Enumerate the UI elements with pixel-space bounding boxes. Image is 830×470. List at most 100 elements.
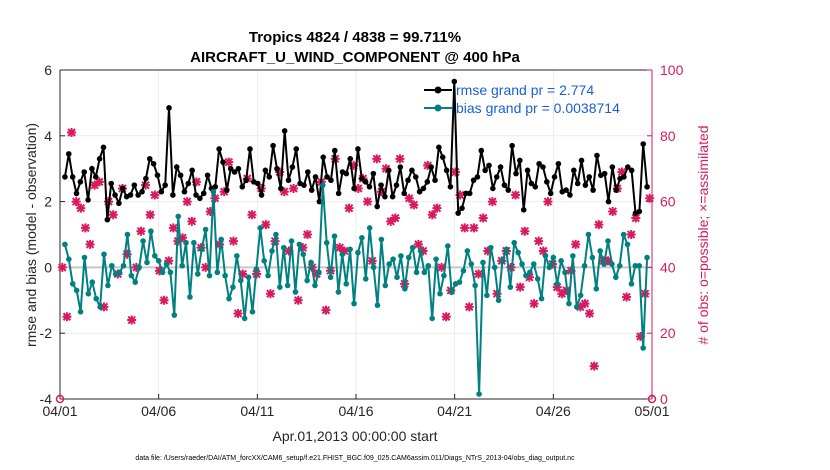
obs-count-marker bbox=[585, 308, 595, 318]
bias-point bbox=[85, 290, 92, 297]
rmse-point bbox=[181, 188, 188, 195]
bias-point bbox=[636, 262, 643, 269]
rmse-point bbox=[139, 188, 145, 195]
rmse-point bbox=[119, 185, 126, 192]
rmse-point bbox=[278, 185, 284, 192]
rmse-point bbox=[497, 164, 504, 170]
obs-count-marker bbox=[289, 183, 299, 193]
bias-point bbox=[425, 262, 432, 269]
obs-count-marker bbox=[635, 331, 645, 341]
rmse-point bbox=[416, 188, 423, 195]
obs-count-marker bbox=[349, 160, 359, 170]
bias-point bbox=[148, 228, 154, 235]
obs-count-marker bbox=[298, 243, 308, 253]
bias-point bbox=[351, 300, 357, 307]
rmse-point bbox=[312, 174, 319, 180]
rmse-point bbox=[412, 174, 419, 180]
rmse-point bbox=[409, 167, 415, 174]
bias-point bbox=[210, 188, 217, 195]
obs-count-marker bbox=[427, 210, 437, 220]
obs-count-marker bbox=[80, 223, 90, 233]
rmse-point bbox=[439, 154, 446, 160]
rmse-point bbox=[243, 177, 249, 184]
obs-count-marker bbox=[94, 177, 104, 187]
bias-point bbox=[183, 239, 189, 246]
rmse-point bbox=[428, 164, 434, 170]
bias-point bbox=[81, 254, 88, 261]
obs-count-marker bbox=[390, 213, 400, 223]
rmse-point bbox=[613, 187, 620, 193]
obs-count-marker bbox=[441, 312, 451, 322]
rmse-point bbox=[216, 146, 222, 152]
obs-count-marker bbox=[631, 213, 641, 223]
rmse-point bbox=[474, 174, 481, 180]
y-tick-label: 4 bbox=[44, 128, 52, 144]
rmse-point bbox=[605, 198, 612, 205]
bias-point bbox=[331, 233, 338, 239]
obs-count-marker bbox=[580, 299, 590, 309]
bias-point bbox=[624, 241, 631, 248]
rmse-point bbox=[281, 128, 288, 134]
bias-point bbox=[105, 282, 111, 289]
rmse-point bbox=[567, 192, 573, 198]
rmse-point bbox=[393, 182, 400, 188]
bias-point bbox=[214, 269, 221, 276]
rmse-point bbox=[77, 179, 84, 185]
bias-point bbox=[77, 309, 84, 315]
rmse-point bbox=[374, 203, 381, 210]
rmse-point bbox=[274, 165, 280, 172]
bias-point bbox=[632, 262, 639, 269]
bias-point bbox=[261, 258, 267, 264]
obs-count-marker bbox=[483, 246, 493, 256]
rmse-point bbox=[520, 207, 527, 213]
bias-point bbox=[554, 281, 561, 287]
bias-point bbox=[253, 266, 260, 272]
bias-point bbox=[159, 269, 166, 276]
obs-count-marker bbox=[275, 167, 285, 177]
bias-point bbox=[398, 253, 404, 259]
rmse-point bbox=[466, 190, 473, 197]
y-axis-label: rmse and bias (model - observation) bbox=[23, 123, 39, 347]
rmse-point bbox=[601, 170, 608, 177]
rmse-point bbox=[166, 105, 172, 111]
obs-count-marker bbox=[534, 236, 544, 246]
rmse-point bbox=[116, 200, 122, 207]
rmse-point bbox=[285, 177, 292, 184]
rmse-point bbox=[624, 164, 631, 170]
bias-point bbox=[499, 258, 506, 264]
obs-count-marker bbox=[321, 305, 331, 315]
rmse-point bbox=[305, 169, 311, 175]
rmse-point bbox=[150, 160, 157, 167]
rmse-point bbox=[594, 152, 600, 159]
rmse-point bbox=[143, 175, 149, 182]
rmse-point bbox=[505, 187, 512, 193]
obs-count-marker bbox=[67, 128, 77, 138]
rmse-point bbox=[135, 192, 141, 198]
bias-point bbox=[558, 258, 564, 264]
bias-point bbox=[191, 239, 197, 246]
bias-point bbox=[472, 282, 478, 289]
obs-count-marker bbox=[381, 164, 391, 174]
rmse-point bbox=[490, 185, 496, 192]
rmse-point bbox=[636, 208, 643, 215]
rmse-point bbox=[227, 165, 234, 172]
y-tick-label: 0 bbox=[44, 259, 52, 275]
bias-point bbox=[206, 272, 213, 279]
bias-point bbox=[378, 236, 385, 243]
bias-point bbox=[460, 267, 467, 274]
obs-count-marker bbox=[395, 154, 405, 164]
obs-count-marker bbox=[529, 299, 539, 309]
obs-count-marker bbox=[284, 246, 294, 256]
rmse-point bbox=[578, 157, 585, 164]
rmse-point bbox=[540, 164, 546, 170]
bias-point bbox=[136, 264, 142, 271]
rmse-point bbox=[443, 167, 450, 174]
bias-point bbox=[355, 249, 361, 256]
obs-count-marker bbox=[71, 197, 81, 207]
bias-point bbox=[386, 261, 393, 267]
obs-count-marker bbox=[154, 266, 164, 276]
bias-point bbox=[530, 261, 537, 267]
bias-point bbox=[62, 241, 68, 248]
bias-point bbox=[417, 248, 424, 254]
obs-count-marker bbox=[450, 167, 460, 177]
